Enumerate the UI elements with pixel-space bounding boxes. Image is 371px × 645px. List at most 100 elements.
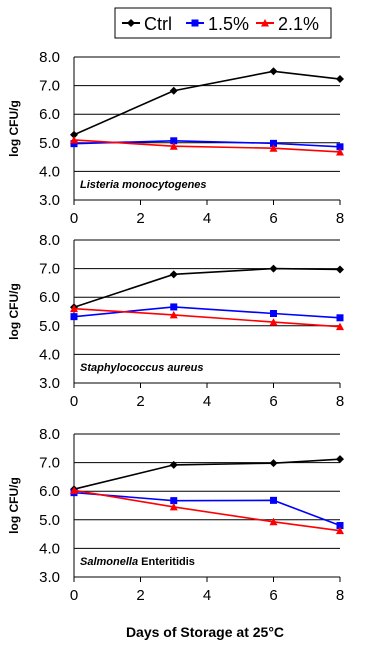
y-tick-label: 7.0 [39,455,60,472]
data-point [270,310,277,318]
series-Ctrl [70,264,344,312]
x-tick-label: 8 [336,393,344,410]
panel-2: 3.0 4.0 5.0 6.0 7.0 8.0 0 2 4 6 8 log CFU/g Staphylo… [7,232,344,410]
legend-label: 2.1% [278,14,319,34]
x-axis-label: Days of Storage at 25°C [126,624,284,640]
x-tick-label: 2 [136,587,144,604]
legend-item-Ctrl: Ctrl [122,14,172,34]
y-tick-label: 6.0 [39,289,60,306]
data-point [336,455,344,464]
data-point [269,67,278,76]
panel-1: 3.0 4.0 5.0 6.0 7.0 8.0 0 2 4 6 8 log CFU/g Listeria… [7,49,344,227]
data-point [169,142,178,150]
data-point [269,144,278,152]
series-21 [70,135,344,156]
data-point [269,517,278,526]
y-tick-label: 7.0 [39,78,60,95]
data-point [269,318,278,326]
data-point [336,143,344,151]
legend-marker [191,19,199,27]
data-point [336,526,344,535]
y-tick-label: 6.0 [39,483,60,500]
x-tick-label: 0 [70,210,78,227]
legend: Ctrl 1.5% 2.1% [114,7,332,39]
panel-annotation: Salmonella Enteritidis [80,556,195,568]
data-point [336,147,344,156]
y-tick-label: 8.0 [39,426,60,443]
legend-marker [127,19,135,27]
data-point [336,265,344,274]
panel-annotation: Staphylococcus aureus [80,362,204,374]
y-tick-label: 4.0 [39,346,60,363]
data-point [70,140,78,148]
data-point [336,75,344,84]
y-axis-label: log CFU/g [7,283,21,340]
series-line [73,70,341,136]
data-point [169,310,178,319]
x-tick-label: 6 [269,210,277,227]
series-line [73,458,341,490]
series-line [73,489,341,532]
x-tick-label: 6 [269,587,277,604]
y-tick-label: 3.0 [39,375,60,392]
data-point [70,304,78,313]
data-point [70,313,78,321]
y-tick-label: 7.0 [39,261,60,278]
data-point [169,86,178,95]
data-point [269,459,278,468]
y-tick-label: 5.0 [39,318,60,335]
y-tick-label: 3.0 [39,192,60,209]
data-point [169,460,178,469]
legend-marker [261,19,269,27]
data-point [170,137,178,145]
legend-label: Ctrl [144,14,172,34]
series-Ctrl [70,67,344,139]
y-tick-label: 4.0 [39,163,60,180]
data-point [70,130,78,139]
data-point [336,314,344,322]
series-line [73,307,341,328]
panel-annotation: Listeria monocytogenes [80,179,207,191]
x-tick-label: 4 [203,587,211,604]
data-point [70,486,78,494]
series-Ctrl [70,455,344,494]
y-axis-label: log CFU/g [7,477,21,534]
series-line [73,491,341,527]
data-point [336,322,344,331]
legend-item-15: 1.5% [186,14,249,34]
data-point [169,502,178,511]
series-line [73,267,341,308]
y-axis-label: log CFU/g [7,100,21,157]
x-tick-label: 2 [136,393,144,410]
y-tick-label: 5.0 [39,135,60,152]
panel-3: 3.0 4.0 5.0 6.0 7.0 8.0 0 2 4 6 8 log CFU/g Salmonel… [7,426,344,604]
y-tick-label: 3.0 [39,569,60,586]
y-tick-label: 8.0 [39,232,60,249]
data-point [270,496,277,504]
data-point [70,135,78,144]
x-tick-label: 8 [336,210,344,227]
x-tick-label: 2 [136,210,144,227]
series-21 [70,304,344,331]
chart-panels: 3.0 4.0 5.0 6.0 7.0 8.0 0 2 4 6 8 log CFU/g Listeria… [7,49,344,604]
x-tick-label: 6 [269,393,277,410]
series-15 [70,303,344,322]
x-tick-label: 8 [336,587,344,604]
data-point [169,270,178,279]
x-tick-label: 0 [70,587,78,604]
x-tick-label: 0 [70,393,78,410]
data-point [170,497,178,505]
data-point [336,522,344,530]
legend-label: 1.5% [208,14,249,34]
y-tick-label: 6.0 [39,106,60,123]
series-line [73,306,341,319]
series-line [73,139,341,153]
series-15 [70,489,344,530]
x-tick-label: 4 [203,393,211,410]
series-line [73,139,341,148]
legend-box [114,7,332,39]
series-21 [70,486,344,535]
y-tick-label: 8.0 [39,49,60,66]
legend-item-21: 2.1% [256,14,319,34]
